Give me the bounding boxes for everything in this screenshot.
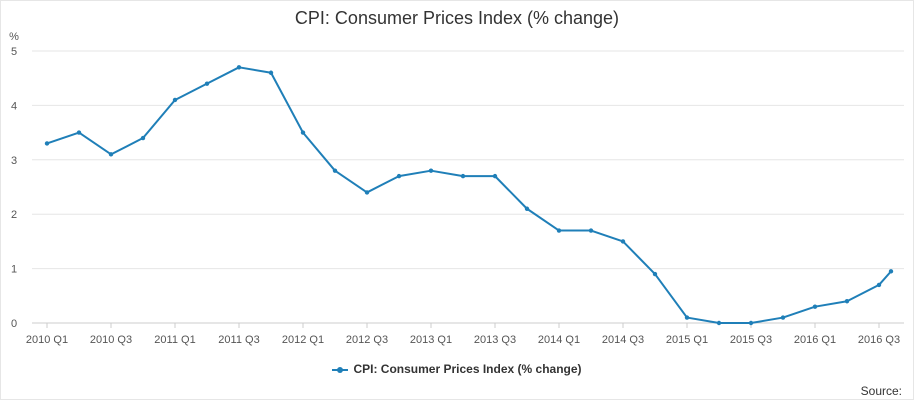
data-point [268, 70, 274, 75]
data-point [396, 173, 402, 179]
x-tick-label: 2011 Q3 [218, 334, 259, 346]
data-point [332, 168, 338, 173]
y-tick-label: 5 [11, 46, 17, 58]
x-tick-label: 2016 Q1 [794, 334, 836, 346]
x-tick-label: 2015 Q3 [730, 334, 772, 346]
data-point [888, 269, 894, 274]
data-point [524, 206, 530, 211]
series-cpi [44, 65, 894, 326]
data-point [716, 320, 722, 326]
data-point [428, 168, 434, 173]
x-tick-label: 2012 Q3 [346, 334, 388, 346]
legend-label: CPI: Consumer Prices Index (% change) [353, 362, 582, 376]
legend[interactable]: CPI: Consumer Prices Index (% change) [0, 362, 914, 376]
data-point [204, 81, 210, 86]
legend-line-marker-icon [332, 365, 349, 375]
x-axis: 2010 Q1 2010 Q3 2011 Q1 2011 Q3 2012 Q1 2012 … [26, 323, 900, 346]
series-line [46, 66, 892, 324]
y-tick-label: 4 [11, 100, 17, 112]
y-axis-label: % [9, 31, 19, 43]
x-tick-label: 2015 Q1 [666, 334, 708, 346]
chart-title: CPI: Consumer Prices Index (% change) [294, 8, 620, 28]
x-tick-label: 2013 Q1 [410, 334, 452, 346]
source-label: Source: [860, 384, 902, 398]
y-tick-label: 3 [11, 155, 17, 167]
data-point [620, 239, 626, 244]
data-point [236, 65, 242, 70]
data-point [108, 152, 114, 157]
data-point [876, 282, 882, 288]
y-tick-label: 0 [11, 318, 17, 330]
data-point [460, 173, 466, 179]
x-tick-label: 2010 Q3 [90, 334, 132, 346]
x-tick-label: 2016 Q3 [858, 334, 900, 346]
data-point [140, 135, 146, 141]
data-point [652, 271, 658, 277]
x-tick-label: 2010 Q1 [26, 334, 68, 346]
data-point [44, 141, 50, 146]
x-tick-label: 2013 Q3 [474, 334, 516, 346]
data-point [76, 130, 82, 135]
x-tick-label: 2014 Q1 [538, 334, 580, 346]
data-point [780, 315, 786, 320]
data-point [300, 130, 306, 135]
data-point [684, 315, 690, 320]
x-tick-label: 2014 Q3 [602, 334, 644, 346]
data-point [748, 320, 754, 326]
data-point [364, 190, 370, 195]
data-point [172, 97, 178, 103]
data-point [556, 228, 562, 233]
data-point [812, 304, 818, 309]
data-point [492, 173, 498, 179]
y-axis: 0 1 2 3 4 5 [11, 46, 17, 330]
gridlines [32, 50, 904, 324]
y-tick-label: 1 [11, 264, 17, 276]
x-tick-label: 2012 Q1 [282, 334, 324, 346]
y-tick-label: 2 [11, 209, 17, 221]
data-point [588, 228, 594, 233]
x-tick-label: 2011 Q1 [154, 334, 195, 346]
data-point [844, 299, 850, 304]
